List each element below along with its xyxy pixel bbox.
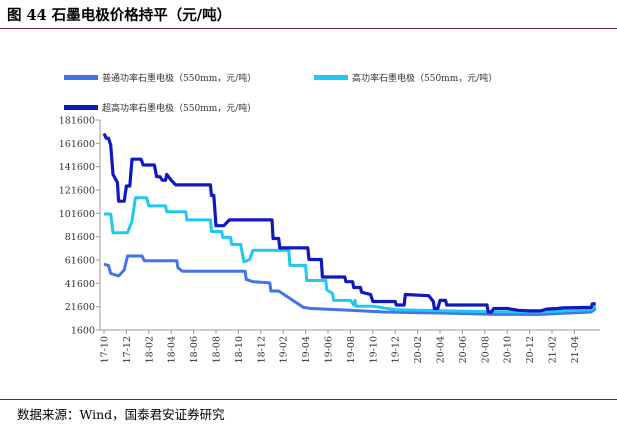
- series-line-ultra: [102, 132, 596, 314]
- legend-label-regular: 普通功率石墨电极（550mm，元/吨）: [102, 73, 257, 84]
- x-tick-label: 20-04: [436, 336, 447, 363]
- x-tick-label: 20-06: [458, 336, 469, 363]
- y-tick-label: 81600: [65, 232, 95, 243]
- y-tick-label: 21600: [65, 302, 95, 313]
- source-note: 数据来源：Wind，国泰君安证券研究: [17, 407, 225, 422]
- y-tick-label: 1600: [71, 326, 95, 337]
- x-tick-label: 18-08: [212, 336, 223, 363]
- x-tick-label: 19-04: [301, 336, 312, 363]
- x-tick-label: 17-12: [122, 336, 133, 363]
- x-tick-label: 19-10: [368, 336, 379, 363]
- x-tick-label: 21-04: [570, 336, 581, 363]
- x-tick-label: 17-10: [100, 336, 111, 363]
- y-tick-label: 41600: [65, 279, 95, 290]
- legend-item-regular: 普通功率石墨电极（550mm，元/吨）: [64, 70, 256, 84]
- series-line-regular: [103, 254, 597, 316]
- x-tick-label: 20-02: [413, 336, 424, 363]
- x-tick-label: 18-02: [144, 336, 155, 363]
- y-tick-label: 61600: [65, 256, 95, 267]
- figure-title: 图 44 石墨电极价格持平（元/吨）: [7, 7, 232, 24]
- x-tick-label: 19-12: [391, 336, 402, 363]
- x-tick-label: 20-12: [525, 336, 536, 363]
- bottom-divider: [0, 399, 617, 400]
- x-tick-label: 19-08: [346, 336, 357, 363]
- price-chart: 1600 21600 41600 61600 81600 101600 121600 1416…: [59, 116, 600, 363]
- legend-swatch-regular: [64, 74, 98, 80]
- y-tick-label: 181600: [59, 116, 95, 127]
- x-tick-label: 20-08: [480, 336, 491, 363]
- legend-swatch-high: [314, 74, 348, 80]
- y-tick-label: 161600: [59, 139, 95, 150]
- x-tick-label: 19-02: [279, 336, 290, 363]
- x-tick-label: 20-10: [503, 336, 514, 363]
- x-tick-label: 18-06: [189, 336, 200, 363]
- legend-label-high: 高功率石墨电极（550mm，元/吨）: [352, 73, 498, 84]
- legend-item-ultra: 超高功率石墨电极（550mm，元/吨）: [64, 100, 256, 114]
- legend-swatch-ultra: [64, 104, 98, 110]
- legend-label-ultra: 超高功率石墨电极（550mm，元/吨）: [102, 103, 257, 114]
- x-tick-label: 21-02: [548, 336, 559, 363]
- y-tick-label: 141600: [59, 162, 95, 173]
- y-tick-label: 101600: [59, 209, 95, 220]
- top-divider: [0, 28, 617, 29]
- x-tick-label: 18-10: [234, 336, 245, 363]
- x-tick-label: 18-12: [256, 336, 267, 363]
- x-tick-label: 19-06: [324, 336, 335, 363]
- y-tick-label: 121600: [59, 186, 95, 197]
- x-tick-label: 18-04: [167, 336, 178, 363]
- series-line-high: [104, 196, 597, 314]
- legend-item-high: 高功率石墨电极（550mm，元/吨）: [314, 70, 497, 84]
